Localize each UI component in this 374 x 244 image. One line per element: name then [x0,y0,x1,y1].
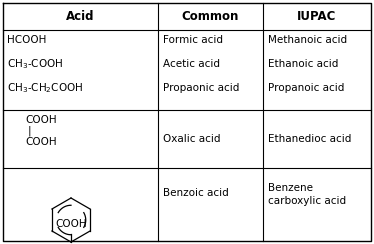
Text: Propanoic acid: Propanoic acid [268,83,344,93]
Text: carboxylic acid: carboxylic acid [268,196,346,206]
Text: Formic acid: Formic acid [163,35,223,45]
Text: Oxalic acid: Oxalic acid [163,134,221,144]
Text: Ethanedioc acid: Ethanedioc acid [268,134,352,144]
Text: Acid: Acid [66,10,95,23]
Text: Common: Common [182,10,239,23]
Text: Propaonic acid: Propaonic acid [163,83,239,93]
Text: |: | [28,126,32,136]
Text: CH$_3$-COOH: CH$_3$-COOH [7,57,63,71]
Text: IUPAC: IUPAC [297,10,337,23]
Text: COOH: COOH [25,137,56,147]
Text: CH$_3$-CH$_2$COOH: CH$_3$-CH$_2$COOH [7,81,83,95]
Text: COOH: COOH [25,115,56,125]
Text: HCOOH: HCOOH [7,35,46,45]
Text: Ethanoic acid: Ethanoic acid [268,59,338,69]
Text: Acetic acid: Acetic acid [163,59,220,69]
Text: Benzene: Benzene [268,183,313,193]
Text: Methanoic acid: Methanoic acid [268,35,347,45]
Text: Benzoic acid: Benzoic acid [163,188,229,198]
Text: COOH: COOH [55,219,87,229]
